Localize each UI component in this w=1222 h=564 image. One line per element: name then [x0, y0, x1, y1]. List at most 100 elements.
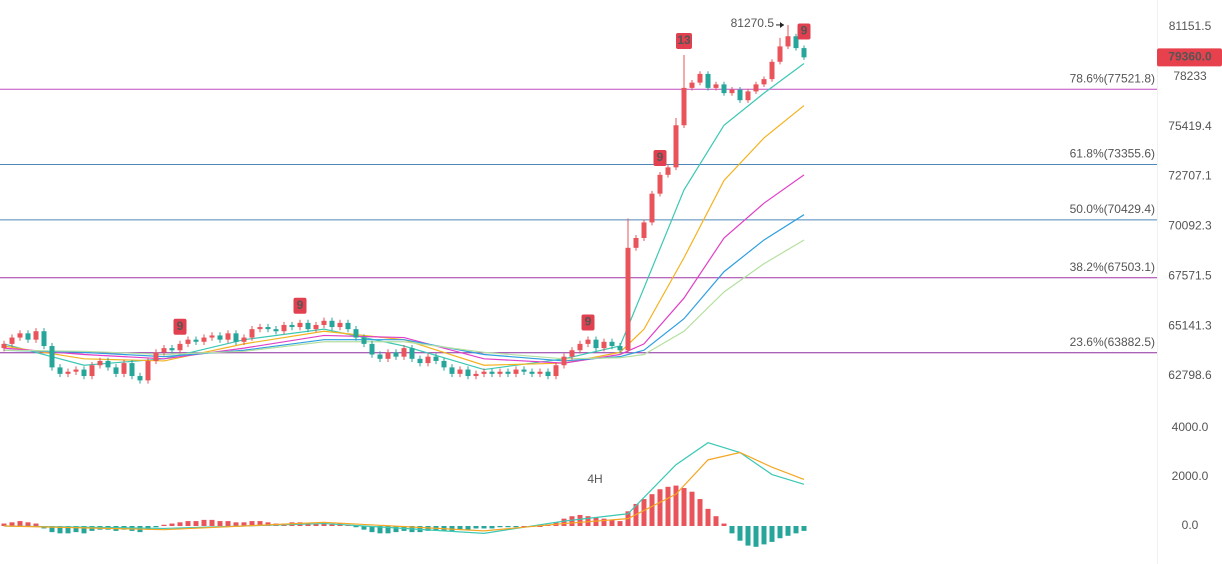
y-tick-label: 78233: [1173, 69, 1207, 83]
candle-body: [297, 322, 303, 328]
indicator-line: [3, 451, 805, 532]
candle-body: [49, 346, 55, 368]
macd-bar: [217, 521, 223, 526]
indicator-line: [3, 214, 805, 362]
candle-body: [233, 333, 239, 342]
candle-body: [33, 331, 39, 340]
td-marker-badge: [173, 318, 187, 335]
macd-bar: [353, 525, 359, 528]
fib-label: 50.0%(70429.4): [1070, 202, 1155, 216]
candle-body: [761, 79, 767, 85]
macd-bar: [737, 525, 743, 541]
candle-body: [449, 367, 455, 374]
macd-bar: [673, 485, 679, 526]
td-marker-label: 9: [297, 298, 304, 312]
candle-body: [57, 367, 63, 374]
candle-body: [73, 369, 79, 372]
candle-body: [593, 339, 599, 349]
candle-body: [561, 356, 567, 366]
td-marker-label: 9: [801, 24, 808, 38]
high-marker-label: 81270.5: [731, 16, 775, 30]
candle-body: [473, 373, 479, 377]
macd-bar: [33, 523, 39, 526]
candle-body: [241, 337, 247, 342]
candle-body: [313, 324, 319, 330]
candle-body: [425, 356, 431, 364]
candle-body: [745, 91, 751, 101]
candle-body: [713, 84, 719, 88]
macd-bar: [577, 514, 583, 526]
y-tick-label: 65141.3: [1168, 318, 1212, 332]
macd-bar: [177, 522, 183, 526]
macd-bar: [305, 523, 311, 526]
macd-bar: [561, 518, 567, 526]
macd-bar: [457, 525, 463, 530]
macd-bar: [377, 525, 383, 534]
candle-body: [17, 333, 23, 338]
candle-body: [785, 36, 791, 47]
macd-bar: [689, 491, 695, 526]
candle-body: [641, 222, 647, 238]
candle-body: [201, 337, 207, 342]
td-marker-badge: [653, 150, 667, 167]
candle-body: [225, 333, 231, 340]
y-tick-label: 0.0: [1182, 518, 1199, 532]
macd-bar: [537, 525, 543, 527]
candle-body: [521, 369, 527, 372]
candle-body: [121, 363, 127, 374]
macd-bar: [449, 525, 455, 531]
candle-body: [265, 327, 271, 330]
macd-bar: [521, 525, 527, 527]
macd-bar: [361, 525, 367, 530]
candle-body: [457, 369, 463, 374]
macd-bar: [761, 525, 767, 545]
macd-bar: [753, 525, 759, 547]
macd-bar: [497, 525, 503, 528]
candle-body: [769, 61, 775, 80]
macd-bar: [73, 525, 79, 533]
macd-bar: [785, 525, 791, 536]
macd-bar: [233, 522, 239, 526]
candle-body: [729, 89, 735, 94]
macd-bar: [617, 521, 623, 526]
candle-body: [161, 348, 167, 353]
candle-body: [41, 331, 47, 347]
macd-bar: [729, 525, 735, 534]
candle-body: [249, 329, 255, 338]
macd-bar: [313, 523, 319, 526]
candle-body: [177, 343, 183, 351]
candle-body: [569, 350, 575, 357]
macd-bar: [481, 525, 487, 529]
macd-bar: [321, 522, 327, 526]
macd-bar: [649, 494, 655, 526]
macd-bar: [609, 519, 615, 526]
macd-bar: [329, 523, 335, 526]
candle-body: [625, 247, 631, 351]
candle-body: [105, 360, 111, 368]
candle-body: [489, 371, 495, 374]
candle-body: [433, 356, 439, 361]
candle-body: [665, 167, 671, 175]
macd-bar: [9, 522, 15, 526]
y-tick-label: 72707.1: [1168, 169, 1212, 183]
candle-body: [145, 360, 151, 381]
candle-body: [257, 327, 263, 330]
td-marker-badge: [581, 314, 595, 331]
candle-body: [217, 335, 223, 340]
fib-label: 61.8%(73355.6): [1070, 147, 1155, 161]
macd-bar: [201, 519, 207, 526]
macd-bar: [705, 508, 711, 526]
candle-body: [537, 371, 543, 374]
macd-bar: [465, 525, 471, 530]
macd-bar: [505, 525, 511, 528]
candle-body: [369, 343, 375, 355]
last-price-tag: [1157, 48, 1222, 67]
candle-body: [361, 337, 367, 344]
candle-body: [505, 371, 511, 374]
candle-body: [185, 339, 191, 344]
macd-bar: [697, 499, 703, 526]
td-marker-label: 9: [585, 315, 592, 329]
macd-bar: [265, 522, 271, 526]
candle-body: [465, 369, 471, 377]
candle-body: [81, 369, 87, 377]
